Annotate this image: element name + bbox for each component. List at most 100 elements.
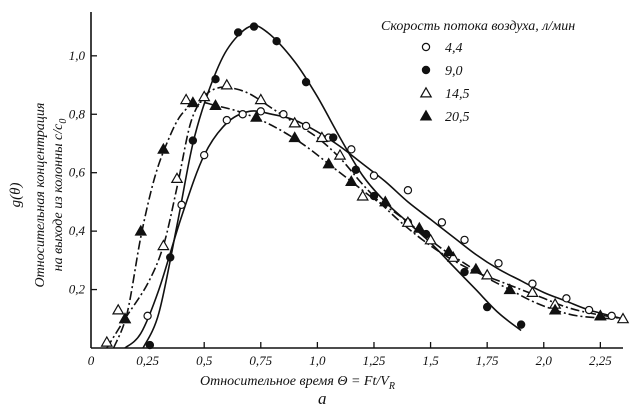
data-point-14-5: [356, 189, 369, 201]
data-point-14-5: [157, 239, 170, 251]
data-point-9-0: [482, 302, 492, 312]
data-point-20-5: [469, 262, 483, 274]
data-point-9-0: [460, 267, 469, 277]
data-point-4-4: [279, 110, 288, 119]
data-point-20-5: [322, 157, 335, 169]
data-point-9-0: [272, 37, 281, 46]
x-axis-title-main: Относительное время Θ = Ft/V: [200, 374, 390, 389]
data-point-9-0: [188, 136, 198, 145]
data-point-14-5: [424, 233, 437, 245]
data-point-4-4: [403, 186, 413, 195]
data-point-14-5: [254, 93, 268, 105]
legend: Скорость потока воздуха, л/мин 4,4 9,0 14,…: [381, 19, 575, 125]
data-point-9-0: [516, 320, 526, 329]
legend-marker-4-4: [421, 42, 431, 52]
data-point-4-4: [177, 200, 186, 210]
x-tick-label: 1,25: [363, 353, 386, 368]
data-point-20-5: [250, 110, 263, 122]
legend-label-20-5: 20,5: [445, 110, 470, 125]
data-point-4-4: [369, 171, 379, 180]
data-point-20-5: [379, 195, 392, 207]
data-point-20-5: [345, 175, 358, 186]
y-tick-label: 0,6: [69, 165, 86, 180]
x-tick-label: 2,25: [589, 353, 612, 368]
series-curves: [106, 24, 623, 348]
data-point-9-0: [351, 165, 361, 174]
legend-marker-20-5: [419, 109, 433, 121]
y-ticks: 0,2 0,4 0,6 0,8 1,0: [69, 48, 97, 297]
data-point-20-5: [134, 224, 148, 236]
data-point-14-5: [179, 93, 193, 105]
data-point-14-5: [220, 78, 234, 90]
data-point-14-5: [315, 131, 329, 143]
legend-label-9-0: 9,0: [445, 64, 463, 79]
data-point-9-0: [145, 340, 155, 350]
data-point-9-0: [166, 253, 175, 262]
y-axis-title-line1: Относительная концентрация: [33, 103, 48, 288]
x-axis-title-subscript: R: [388, 381, 395, 392]
x-tick-label: 0,25: [136, 353, 159, 368]
x-tick-label: 0,75: [249, 353, 272, 368]
y-axis-title-line2: на выходе из колонны c/c0: [51, 119, 69, 272]
data-point-20-5: [413, 221, 426, 233]
data-point-14-5: [616, 312, 630, 324]
data-point-20-5: [186, 96, 200, 108]
x-tick-label: 2,0: [536, 353, 553, 368]
data-point-4-4: [437, 218, 447, 227]
data-point-20-5: [594, 309, 607, 321]
y-tick-label: 0,4: [69, 223, 86, 238]
data-point-4-4: [607, 311, 616, 321]
y-tick-label: 0,8: [69, 106, 86, 121]
data-point-4-4: [494, 259, 503, 268]
x-tick-label: 1,5: [422, 353, 439, 368]
data-point-14-5: [100, 335, 114, 347]
data-point-20-5: [548, 303, 562, 315]
data-point-4-4: [143, 311, 152, 321]
series-points: [100, 22, 630, 350]
legend-marker-14-5: [419, 86, 433, 98]
data-point-14-5: [111, 303, 125, 315]
data-point-4-4: [199, 150, 209, 160]
legend-marker-9-0: [421, 65, 431, 75]
x-ticks: 0 0,25 0,5 0,75 1,0 1,25 1,5 1,75 2,0 2,25: [88, 342, 612, 368]
data-point-14-5: [446, 250, 460, 262]
x-tick-label: 0,5: [196, 353, 213, 368]
data-point-20-5: [288, 131, 301, 143]
data-point-4-4: [238, 110, 247, 119]
data-point-20-5: [118, 312, 132, 324]
y-axis-symbol: g(θ): [8, 183, 24, 208]
data-point-4-4: [460, 235, 469, 245]
data-point-14-5: [197, 90, 211, 102]
legend-label-4-4: 4,4: [445, 41, 463, 56]
data-point-4-4: [584, 305, 594, 315]
data-point-14-5: [401, 215, 415, 227]
y-tick-label: 0,2: [69, 282, 86, 297]
data-point-9-0: [329, 133, 338, 142]
legend-items: 4,4 9,0 14,5 20,5: [419, 41, 470, 125]
data-point-14-5: [333, 148, 347, 160]
data-point-4-4: [222, 115, 232, 125]
series-line-4-4: [124, 110, 623, 348]
x-tick-label: 1,0: [309, 353, 326, 368]
series-line-20-5: [112, 101, 612, 348]
data-point-9-0: [211, 74, 220, 84]
data-point-20-5: [209, 99, 222, 111]
data-point-9-0: [301, 77, 311, 87]
y-tick-label: 1,0: [69, 48, 86, 63]
series-line-9-0: [142, 24, 522, 348]
y-axis-title-line2-main: на выходе из колонны c/c: [51, 123, 66, 272]
data-point-20-5: [503, 283, 517, 295]
data-point-4-4: [347, 145, 356, 154]
data-point-4-4: [562, 294, 571, 303]
x-tick-label: 0: [88, 353, 95, 368]
data-point-20-5: [442, 245, 455, 257]
panel-label: a: [318, 389, 327, 408]
data-point-14-5: [480, 268, 494, 280]
data-point-9-0: [233, 28, 243, 37]
series-line-14-5: [106, 86, 623, 348]
data-point-9-0: [249, 22, 259, 31]
data-point-14-5: [288, 116, 301, 128]
legend-title: Скорость потока воздуха, л/мин: [381, 19, 575, 34]
x-axis-title: Относительное время Θ = Ft/VR: [200, 374, 395, 392]
